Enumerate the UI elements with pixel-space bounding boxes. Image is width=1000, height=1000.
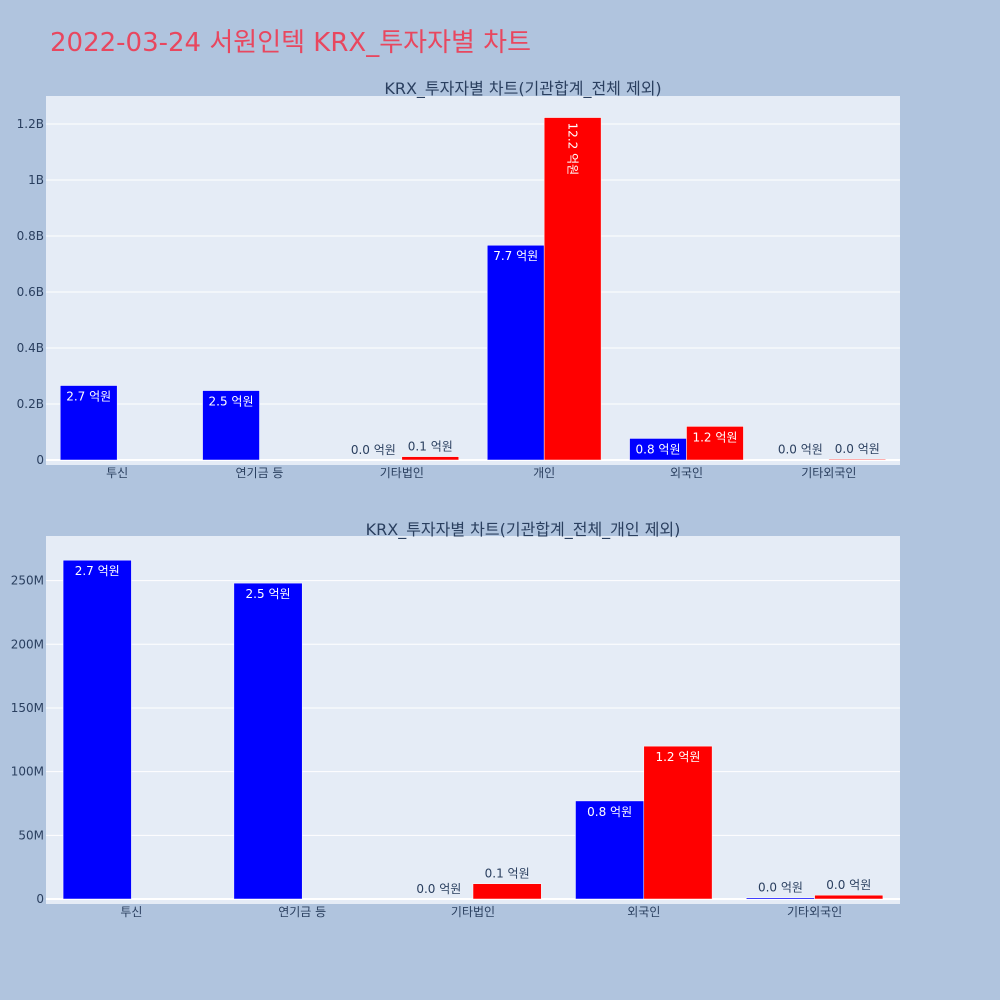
data-label: 2.5 억원 [209, 395, 254, 409]
x-tick-label: 개인 [533, 466, 555, 480]
y-tick-label: 1B [28, 173, 44, 187]
bar [814, 894, 884, 900]
y-tick-label: 50M [18, 828, 44, 842]
y-tick-label: 200M [11, 637, 44, 651]
x-tick-label: 외국인 [627, 905, 660, 919]
data-label: 12.2 억원 [566, 123, 580, 176]
y-tick-label: 250M [11, 574, 44, 588]
data-label: 1.2 억원 [692, 430, 737, 444]
plot-area [46, 96, 900, 465]
data-label: 2.7 억원 [66, 390, 111, 404]
x-tick-label: 투신 [120, 905, 142, 919]
data-label: 0.8 억원 [636, 442, 681, 456]
y-tick-label: 0.6B [17, 285, 44, 299]
bar [59, 385, 118, 461]
data-label: 2.5 억원 [246, 587, 291, 601]
x-tick-label: 기타외국인 [801, 466, 856, 480]
x-tick-label: 기타법인 [380, 466, 424, 480]
y-tick-label: 0.2B [17, 397, 44, 411]
data-label: 0.1 억원 [485, 867, 530, 881]
bar [472, 883, 542, 900]
y-tick-label: 0 [36, 892, 44, 906]
y-tick-label: 0 [36, 453, 44, 467]
data-label: 0.0 억원 [835, 442, 880, 456]
chart-title: KRX_투자자별 차트(기관합계_전체 제외) [384, 79, 661, 99]
x-tick-label: 기타법인 [451, 905, 495, 919]
y-tick-label: 0.4B [17, 341, 44, 355]
bar [486, 244, 545, 461]
x-tick-label: 투신 [106, 466, 128, 480]
chart-title: KRX_투자자별 차트(기관합계_전체_개인 제외) [366, 520, 681, 540]
y-tick-label: 0.8B [17, 229, 44, 243]
x-tick-label: 연기금 등 [236, 466, 284, 480]
data-label: 1.2 억원 [655, 750, 700, 764]
bar [686, 426, 744, 461]
plot-area [46, 536, 900, 904]
data-label: 0.0 억원 [778, 443, 823, 457]
bar [62, 559, 132, 900]
data-label: 0.0 억원 [416, 882, 461, 896]
data-label: 2.7 억원 [75, 564, 120, 578]
y-tick-label: 100M [11, 765, 44, 779]
y-tick-label: 1.2B [17, 117, 44, 131]
bar [643, 745, 713, 900]
bar [543, 117, 602, 461]
y-tick-label: 150M [11, 701, 44, 715]
data-label: 0.0 억원 [758, 881, 803, 895]
data-label: 0.8 억원 [587, 805, 632, 819]
bar [828, 458, 887, 461]
data-label: 7.7 억원 [493, 249, 538, 263]
bar [575, 800, 645, 900]
bar [202, 390, 260, 461]
data-label: 0.0 억원 [826, 878, 871, 892]
bar [401, 456, 460, 461]
data-label: 0.0 억원 [351, 443, 396, 457]
x-tick-label: 연기금 등 [278, 905, 326, 919]
page-title: 2022-03-24 서원인텍 KRX_투자자별 차트 [50, 28, 532, 58]
x-tick-label: 외국인 [670, 466, 703, 480]
bar [233, 582, 303, 900]
bar [746, 897, 815, 900]
x-tick-label: 기타외국인 [787, 905, 842, 919]
data-label: 0.1 억원 [408, 440, 453, 454]
